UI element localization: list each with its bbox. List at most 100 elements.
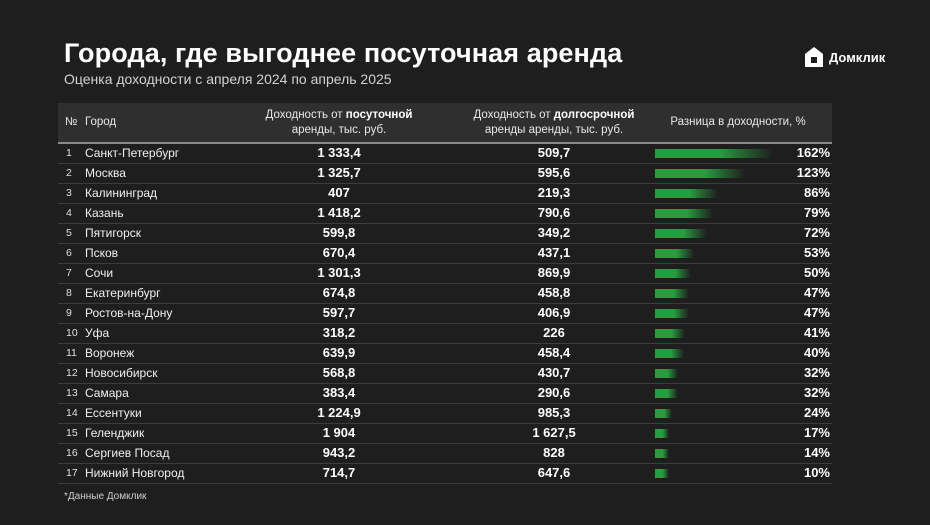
table-row: 5 Пятигорск 599,8 349,2 72% (58, 224, 832, 244)
difference-bar (655, 469, 669, 478)
difference-bar (655, 269, 691, 278)
row-number: 3 (66, 187, 72, 199)
table-row: 15 Геленджик 1 904 1 627,5 17% (58, 424, 832, 444)
table-row: 13 Самара 383,4 290,6 32% (58, 384, 832, 404)
row-difference-percent: 72% (803, 225, 830, 240)
row-number: 9 (66, 307, 72, 319)
row-difference-percent: 24% (803, 405, 830, 420)
row-number: 14 (66, 407, 78, 419)
header-long-line1: Доходность от долгосрочной (473, 109, 635, 121)
row-city: Ростов-на-Дону (85, 306, 173, 320)
row-short-term-income: 599,8 (322, 225, 356, 240)
table-row: 2 Москва 1 325,7 595,6 123% (58, 164, 832, 184)
row-difference-percent: 50% (803, 265, 830, 280)
domclick-logo: Домклик (804, 46, 885, 68)
table-row: 16 Сергиев Посад 943,2 828 14% (58, 444, 832, 464)
row-difference-percent: 10% (803, 465, 830, 480)
difference-bar (655, 429, 669, 438)
row-city: Сочи (85, 266, 114, 280)
row-difference-percent: 47% (803, 305, 830, 320)
header-difference: Разница в доходности, % (670, 116, 806, 128)
difference-bar (655, 389, 678, 398)
row-difference-percent: 86% (803, 185, 830, 200)
row-difference-percent: 123% (796, 165, 830, 180)
row-city: Сергиев Посад (85, 446, 170, 460)
table-row: 3 Калининград 407 219,3 86% (58, 184, 832, 204)
row-long-term-income: 458,8 (537, 285, 571, 300)
difference-bar (655, 309, 689, 318)
row-difference-percent: 47% (803, 285, 830, 300)
header-number: № (65, 116, 78, 128)
data-table: № Город Доходность от посуточной аренды,… (58, 103, 832, 484)
row-long-term-income: 828 (543, 445, 565, 460)
row-city: Самара (85, 386, 129, 400)
table-row: 12 Новосибирск 568,8 430,7 32% (58, 364, 832, 384)
row-short-term-income: 1 904 (322, 425, 356, 440)
row-number: 10 (66, 327, 78, 339)
difference-bar (655, 409, 672, 418)
row-short-term-income: 568,8 (322, 365, 356, 380)
row-long-term-income: 349,2 (537, 225, 571, 240)
row-long-term-income: 985,3 (537, 405, 571, 420)
row-city: Геленджик (85, 426, 145, 440)
row-long-term-income: 595,6 (537, 165, 571, 180)
page-title: Города, где выгоднее посуточная аренда (64, 38, 623, 68)
difference-bar (655, 249, 694, 258)
row-short-term-income: 670,4 (322, 245, 356, 260)
row-short-term-income: 1 224,9 (317, 405, 361, 420)
row-long-term-income: 226 (543, 325, 565, 340)
row-long-term-income: 406,9 (537, 305, 571, 320)
row-city: Калининград (85, 186, 158, 200)
row-long-term-income: 458,4 (537, 345, 571, 360)
table-row: 4 Казань 1 418,2 790,6 79% (58, 204, 832, 224)
row-long-term-income: 437,1 (537, 245, 571, 260)
row-city: Нижний Новгород (85, 466, 185, 480)
row-long-term-income: 290,6 (537, 385, 571, 400)
difference-bar (655, 449, 669, 458)
row-short-term-income: 714,7 (322, 465, 356, 480)
table-row: 6 Псков 670,4 437,1 53% (58, 244, 832, 264)
row-number: 11 (66, 347, 77, 359)
row-number: 5 (66, 227, 72, 239)
row-long-term-income: 219,3 (537, 185, 571, 200)
row-number: 7 (66, 267, 72, 279)
table-row: 7 Сочи 1 301,3 869,9 50% (58, 264, 832, 284)
row-number: 8 (66, 287, 72, 299)
row-city: Казань (85, 206, 124, 220)
row-long-term-income: 647,6 (537, 465, 571, 480)
footnote: *Данные Домклик (64, 491, 147, 502)
header-long-term: Доходность от долгосрочной аренды аренды… (454, 108, 654, 138)
difference-bar (655, 289, 689, 298)
table-body: 1 Санкт-Петербург 1 333,4 509,7 162% 2 Москва 1… (58, 144, 832, 484)
difference-bar (655, 349, 684, 358)
row-long-term-income: 869,9 (537, 265, 571, 280)
row-city: Уфа (85, 326, 110, 340)
row-difference-percent: 53% (803, 245, 830, 260)
row-difference-percent: 162% (796, 145, 830, 160)
difference-bar (655, 169, 745, 178)
row-number: 12 (66, 367, 78, 379)
difference-bar (655, 329, 685, 338)
difference-bar (655, 369, 678, 378)
row-city: Пятигорск (85, 226, 142, 240)
row-difference-percent: 41% (803, 325, 830, 340)
row-short-term-income: 639,9 (322, 345, 356, 360)
row-number: 4 (66, 207, 72, 219)
row-short-term-income: 407 (328, 185, 350, 200)
row-city: Москва (85, 166, 126, 180)
row-long-term-income: 1 627,5 (532, 425, 576, 440)
row-difference-percent: 40% (803, 345, 830, 360)
difference-bar (655, 229, 707, 238)
row-short-term-income: 1 418,2 (317, 205, 361, 220)
row-difference-percent: 14% (803, 445, 830, 460)
row-short-term-income: 674,8 (322, 285, 356, 300)
row-city: Воронеж (85, 346, 135, 360)
logo-text: Домклик (829, 49, 886, 65)
row-number: 16 (66, 447, 78, 459)
row-short-term-income: 1 333,4 (317, 145, 361, 160)
header-short-line2: аренды, тыс. руб. (291, 124, 387, 136)
row-difference-percent: 17% (803, 425, 830, 440)
row-short-term-income: 597,7 (322, 305, 356, 320)
row-short-term-income: 1 301,3 (317, 265, 361, 280)
header-short-line1: Доходность от посуточной (265, 109, 413, 121)
